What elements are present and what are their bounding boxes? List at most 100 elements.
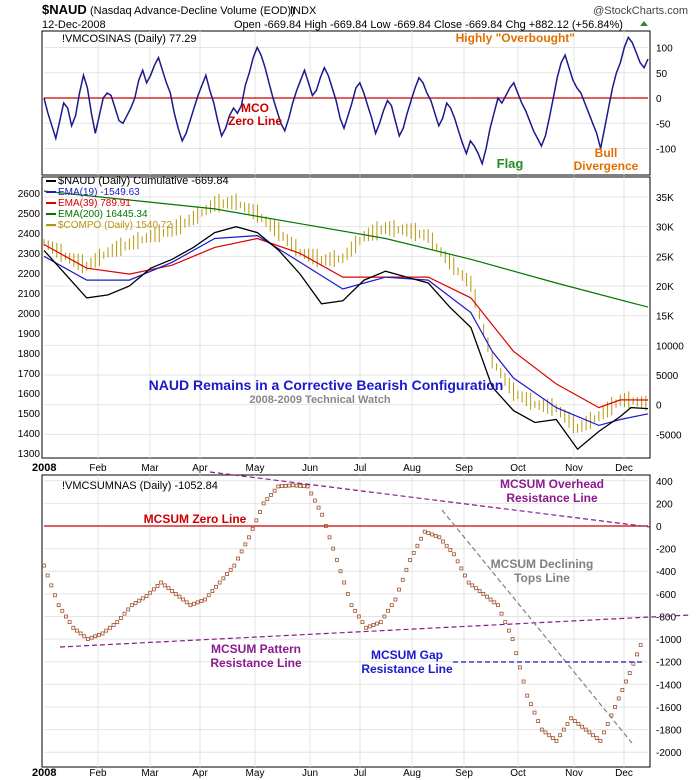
- mcsum-point: [580, 724, 585, 729]
- mcsum-point: [89, 635, 94, 640]
- mcsum-point: [616, 696, 621, 701]
- x-month-label: Aug: [403, 768, 421, 779]
- naud-cumulative-line: [43, 226, 649, 451]
- mcsum-point: [496, 603, 500, 608]
- mcsum-point: [558, 733, 563, 738]
- naud-right-tick-label: 0: [656, 401, 662, 412]
- pattern-label-1: MCSUM Pattern: [211, 642, 301, 656]
- mco-tick-label: -100: [656, 145, 676, 156]
- mcsum-point: [539, 727, 544, 732]
- mcsum-point: [521, 679, 526, 684]
- naud-left-tick-label: 2000: [18, 309, 41, 320]
- x-year-label: 2008: [32, 767, 56, 779]
- gap-label-1: MCSUM Gap: [371, 648, 443, 662]
- mcsum-point: [547, 733, 552, 738]
- mcsum-point: [203, 597, 207, 602]
- mcsum-point: [177, 594, 182, 599]
- x-month-label: Mar: [141, 768, 159, 779]
- mcsum-point: [71, 625, 76, 630]
- naud-left-tick-label: 2100: [18, 289, 41, 300]
- mcsum-point: [151, 587, 156, 592]
- x-month-label: Jul: [354, 768, 367, 779]
- symbol-label: $NAUD: [42, 2, 87, 17]
- mco-zero-label-1: MCO: [241, 101, 269, 115]
- mcsum-point: [364, 625, 369, 630]
- mco-zero-label-2: Zero Line: [228, 114, 282, 128]
- pattern-label-2: Resistance Line: [210, 656, 302, 670]
- mcsum-point: [78, 631, 83, 636]
- mcsum-point: [162, 583, 167, 588]
- mcsum-point: [565, 722, 570, 726]
- mcsum-point: [75, 628, 79, 633]
- mcsum-point: [67, 620, 72, 625]
- x-month-label: Feb: [89, 463, 107, 474]
- tick-label-layer: 100 50 0 -50 -100 2600 2500 2400 2300 2200 2100 200…: [18, 44, 684, 760]
- mcsum-point: [488, 597, 493, 602]
- naud-left-tick-label: 2500: [18, 209, 41, 220]
- date-label: 12-Dec-2008: [42, 19, 106, 31]
- x-month-label: Apr: [192, 768, 208, 779]
- declining-tops-line: [441, 509, 633, 744]
- mcsum-point: [474, 586, 478, 591]
- mcsum-point: [312, 498, 317, 503]
- mcsum-point: [166, 586, 171, 591]
- mcsum-point: [56, 603, 61, 608]
- mcsum-point: [550, 736, 555, 740]
- mcsum-point: [236, 556, 240, 561]
- mcsum-point: [82, 634, 87, 639]
- legend-ema200: EMA(200) 16445.34: [58, 209, 148, 220]
- mcsum-point: [225, 572, 229, 576]
- mcsum-point: [291, 483, 295, 488]
- naud-left-tick-label: 1800: [18, 349, 41, 360]
- mcsum-point: [287, 483, 292, 488]
- ema200-line: [43, 190, 649, 308]
- mcsum-point: [481, 591, 486, 596]
- mcsum-point: [283, 483, 288, 488]
- ema19-line: [43, 234, 649, 427]
- mcsum-point: [331, 546, 336, 551]
- mcsum-point: [45, 573, 50, 578]
- x-month-label: Mar: [141, 463, 159, 474]
- mcsum-point: [214, 584, 218, 589]
- naud-right-tick-label: -5000: [656, 430, 682, 441]
- mcsum-point: [309, 491, 314, 496]
- mcsum-point: [510, 637, 515, 641]
- x-year-label: 2008: [32, 462, 56, 474]
- mcsum-point: [170, 589, 175, 593]
- mcsum-point: [181, 597, 186, 602]
- naud-left-tick-label: 2600: [18, 189, 41, 200]
- mcsum-point: [210, 589, 215, 593]
- mcsum-point: [338, 569, 343, 574]
- x-month-label: Jun: [302, 768, 318, 779]
- mcsum-point: [499, 611, 504, 616]
- mcsum-point: [173, 591, 178, 596]
- naud-chart-title: NAUD Remains in a Corrective Bearish Con…: [149, 377, 504, 393]
- mcsum-point: [133, 601, 138, 605]
- mcsum-point: [598, 738, 603, 743]
- mcsum-point: [463, 573, 467, 578]
- mcsum-point: [100, 631, 105, 636]
- x-month-label: May: [246, 768, 265, 779]
- mcsum-point: [459, 566, 464, 571]
- mcsum-point: [42, 563, 46, 568]
- naud-left-tick-label: 1300: [18, 449, 41, 460]
- naud-left-tick-label: 1700: [18, 369, 41, 380]
- mcsum-point: [594, 736, 599, 740]
- mcsum-point: [206, 593, 211, 598]
- mcsum-point: [583, 727, 588, 732]
- mcsum-point: [635, 652, 639, 657]
- mcsum-point: [470, 583, 475, 588]
- naud-left-tick-label: 1600: [18, 389, 41, 400]
- naud-chart-subtitle: 2008-2009 Technical Watch: [249, 394, 391, 406]
- mcsum-point: [239, 549, 244, 554]
- naud-right-tick-label: 5000: [656, 371, 679, 382]
- mcsum-tick-label: 0: [656, 522, 662, 533]
- mcsum-point: [466, 580, 471, 585]
- mcsum-point: [419, 536, 423, 541]
- naud-right-tick-label: 10000: [656, 341, 684, 352]
- mcsum-tick-label: -1800: [656, 726, 682, 737]
- mcsum-point: [382, 614, 387, 619]
- mcsum-point: [320, 512, 325, 517]
- mco-legend: !VMCOSINAS (Daily) 77.29: [62, 33, 196, 45]
- overhead-label-2: Resistance Line: [506, 491, 598, 505]
